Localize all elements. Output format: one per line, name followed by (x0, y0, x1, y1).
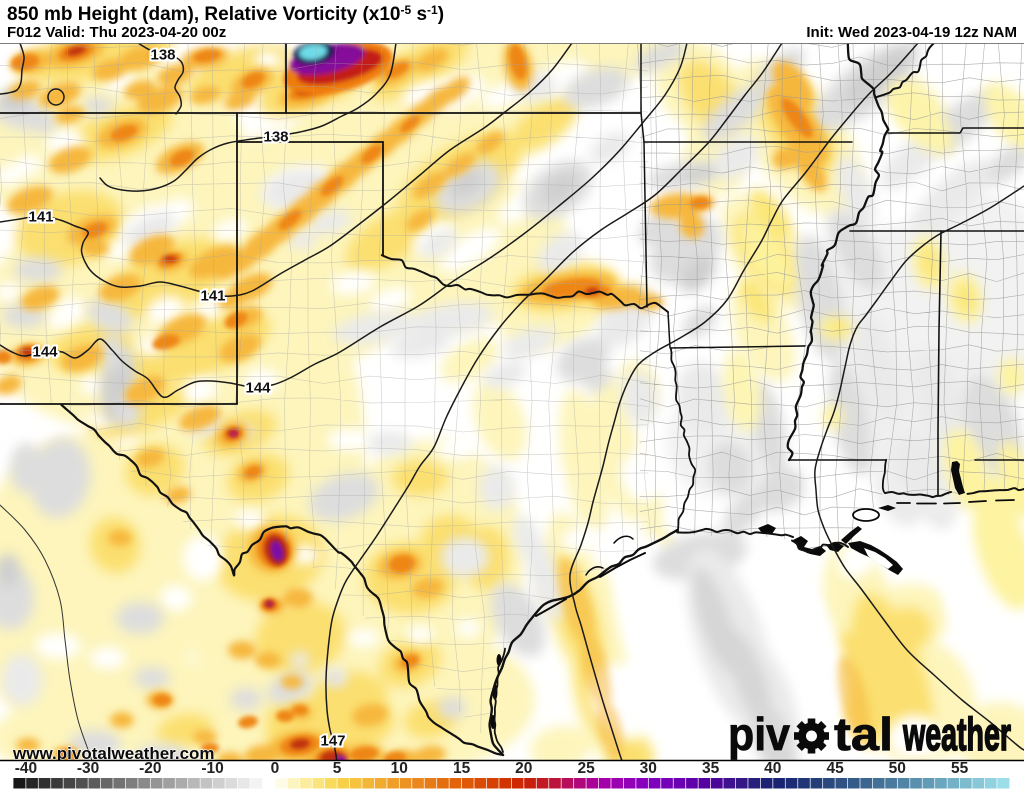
svg-text:10: 10 (391, 760, 408, 777)
svg-text:850 mb Height (dam), Relative: 850 mb Height (dam), Relative Vorticity … (7, 3, 444, 25)
svg-text:-30: -30 (77, 760, 99, 777)
svg-text:50: 50 (889, 760, 906, 777)
svg-text:40: 40 (764, 760, 781, 777)
svg-text:5: 5 (333, 760, 342, 777)
svg-text:144: 144 (32, 344, 58, 361)
svg-text:138: 138 (150, 47, 175, 64)
svg-text:0: 0 (271, 760, 280, 777)
svg-text:15: 15 (453, 760, 471, 777)
svg-text:piv: piv (728, 708, 790, 760)
svg-text:147: 147 (320, 733, 345, 750)
svg-text:-40: -40 (15, 760, 37, 777)
svg-text:tal: tal (834, 708, 893, 760)
svg-text:144: 144 (245, 380, 271, 397)
svg-text:30: 30 (640, 760, 657, 777)
svg-text:35: 35 (702, 760, 720, 777)
svg-text:20: 20 (515, 760, 532, 777)
svg-text:F012 Valid: Thu 2023-04-20 00z: F012 Valid: Thu 2023-04-20 00z (7, 24, 226, 41)
svg-text:www.pivotalweather.com: www.pivotalweather.com (12, 744, 215, 763)
svg-text:141: 141 (200, 288, 225, 305)
svg-text:Init: Wed 2023-04-19 12z NAM: Init: Wed 2023-04-19 12z NAM (806, 24, 1017, 41)
svg-text:45: 45 (826, 760, 844, 777)
svg-text:weather: weather (902, 708, 1011, 760)
svg-text:25: 25 (577, 760, 595, 777)
svg-text:55: 55 (951, 760, 969, 777)
svg-text:141: 141 (28, 209, 53, 226)
svg-text:-20: -20 (139, 760, 161, 777)
svg-text:-10: -10 (201, 760, 223, 777)
svg-text:138: 138 (263, 129, 288, 146)
